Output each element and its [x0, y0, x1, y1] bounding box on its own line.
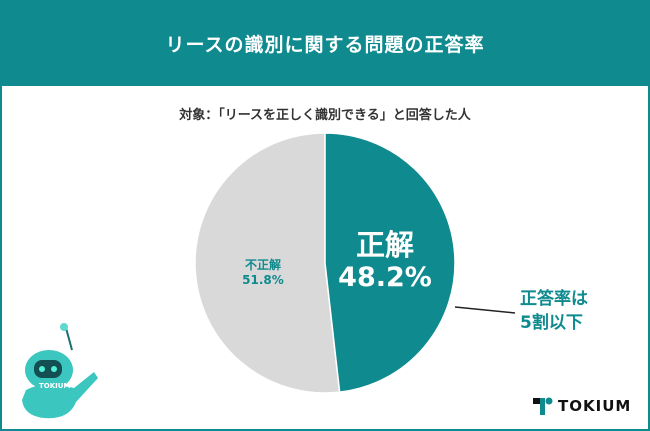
- annotation-leader-line: [454, 306, 516, 314]
- chart-title: リースの識別に関する問題の正答率: [0, 0, 650, 86]
- incorrect-label: 不正解: [244, 258, 281, 272]
- slice-label-incorrect: 不正解 51.8%: [228, 258, 298, 288]
- pie-slice-correct: [324, 132, 456, 394]
- annotation-line-2: 5割以下: [520, 313, 583, 333]
- slice-label-correct: 正解 48.2%: [330, 228, 440, 294]
- annotation-line-1: 正答率は: [520, 289, 588, 309]
- incorrect-value: 51.8%: [242, 273, 284, 287]
- robot-mascot-icon: TOKIUM: [22, 323, 98, 419]
- annotation: 正答率は 5割以下: [520, 287, 588, 335]
- correct-label: 正解: [355, 228, 414, 262]
- chart-subtitle: 対象：「リースを正しく識別できる」と回答した人: [179, 108, 471, 123]
- svg-text:TOKIUM: TOKIUM: [39, 382, 70, 390]
- logo-text: TOKIUM: [558, 397, 632, 415]
- correct-value: 48.2%: [338, 262, 432, 293]
- tokium-logo: TOKIUM: [533, 397, 631, 415]
- tokium-logo-icon: [533, 397, 553, 415]
- pie-slice-incorrect: [194, 132, 341, 394]
